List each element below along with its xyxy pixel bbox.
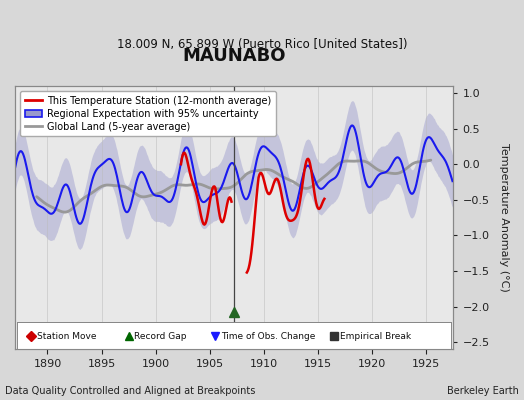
Text: 18.009 N, 65.899 W (Puerto Rico [United States]): 18.009 N, 65.899 W (Puerto Rico [United … bbox=[117, 38, 407, 51]
Text: Time of Obs. Change: Time of Obs. Change bbox=[221, 332, 315, 341]
Y-axis label: Temperature Anomaly (°C): Temperature Anomaly (°C) bbox=[499, 143, 509, 292]
Title: MAUNABO: MAUNABO bbox=[182, 47, 286, 65]
FancyBboxPatch shape bbox=[17, 322, 451, 349]
Text: Data Quality Controlled and Aligned at Breakpoints: Data Quality Controlled and Aligned at B… bbox=[5, 386, 256, 396]
Text: Berkeley Earth: Berkeley Earth bbox=[447, 386, 519, 396]
Text: Station Move: Station Move bbox=[37, 332, 96, 341]
Legend: This Temperature Station (12-month average), Regional Expectation with 95% uncer: This Temperature Station (12-month avera… bbox=[20, 91, 276, 136]
Text: Empirical Break: Empirical Break bbox=[340, 332, 411, 341]
Text: Record Gap: Record Gap bbox=[134, 332, 187, 341]
